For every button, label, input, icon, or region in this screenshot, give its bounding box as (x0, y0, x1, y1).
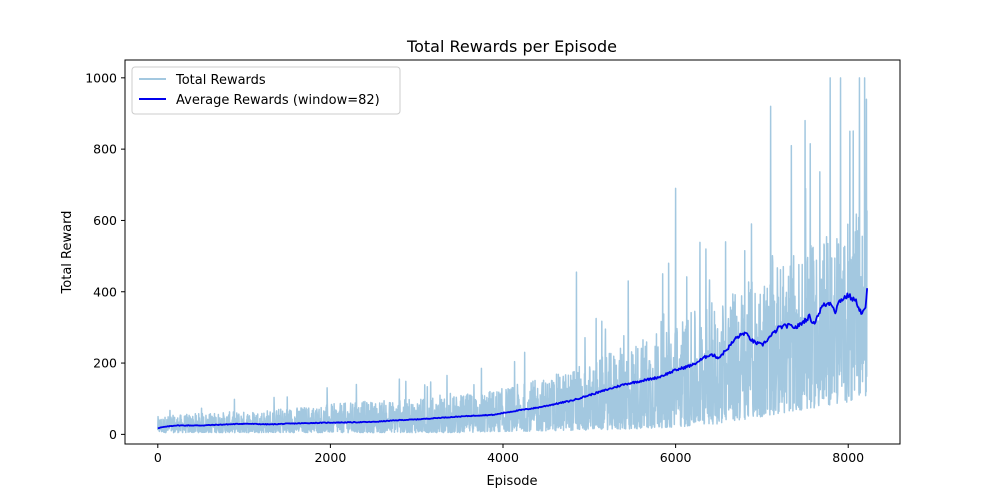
legend-label-total-rewards: Total Rewards (175, 73, 266, 88)
series-line-average-rewards (157, 288, 869, 430)
plot-area (157, 77, 869, 434)
axis-ticks: 0 2000 4000 6000 8000 0 200 400 600 800 1000 (85, 70, 864, 465)
x-tick-label: 0 (154, 450, 162, 465)
x-axis-label: Episode (486, 474, 537, 489)
y-axis-label: Total Reward (60, 211, 75, 295)
y-tick-label: 400 (93, 284, 117, 299)
x-tick-label: 8000 (832, 450, 864, 465)
legend: Total Rewards Average Rewards (window=82… (131, 66, 401, 115)
y-tick-label: 800 (93, 142, 117, 157)
x-tick-label: 2000 (314, 450, 346, 465)
y-tick-label: 600 (93, 213, 117, 228)
y-tick-label: 0 (109, 427, 117, 442)
legend-box (131, 66, 401, 115)
chart-title: Total Rewards per Episode (406, 37, 617, 56)
y-tick-label: 1000 (85, 70, 117, 85)
series-line-total-rewards (157, 77, 868, 434)
x-tick-label: 4000 (487, 450, 519, 465)
y-tick-label: 200 (93, 356, 117, 371)
axes-frame (124, 59, 901, 445)
x-tick-label: 6000 (660, 450, 692, 465)
legend-label-average-rewards: Average Rewards (window=82) (176, 93, 380, 108)
